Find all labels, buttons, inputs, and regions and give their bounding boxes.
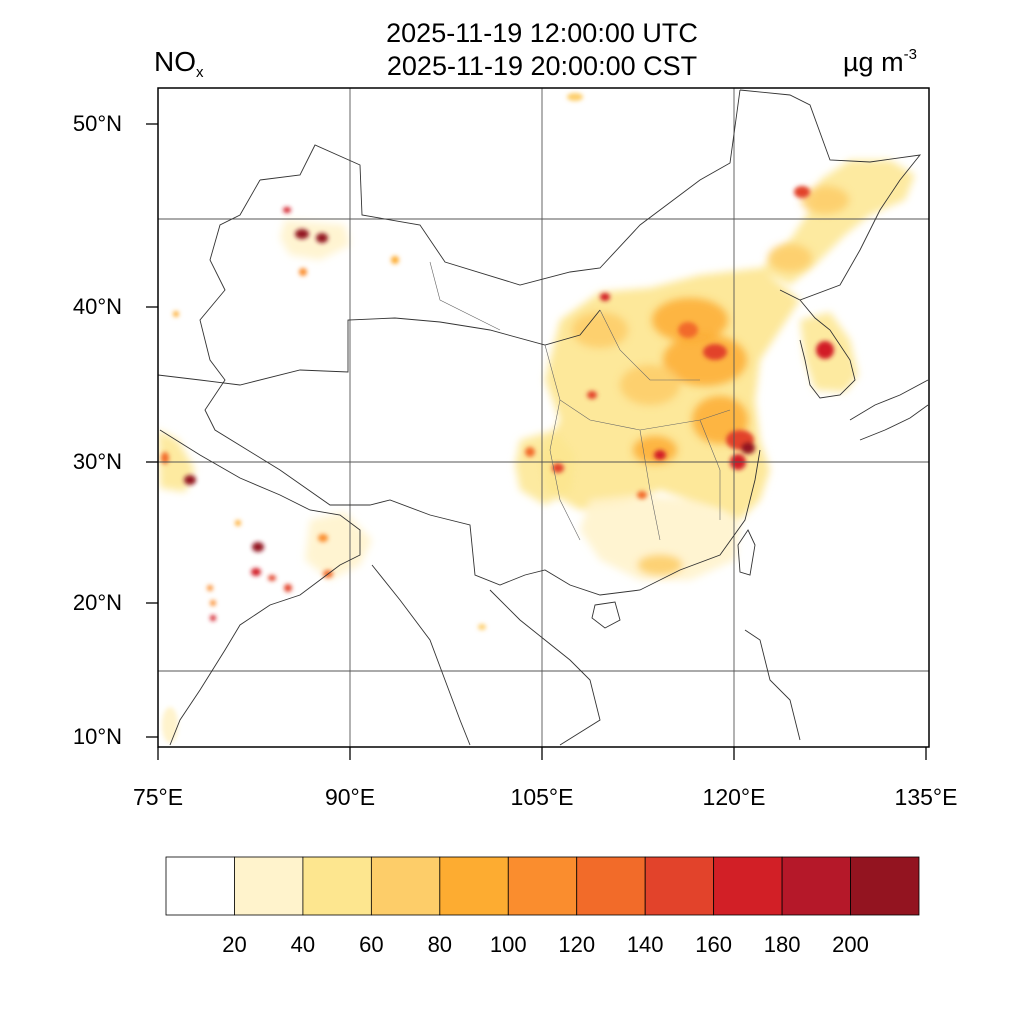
colorbar-level-label: 80 <box>427 932 453 957</box>
hotspot-central-india <box>210 615 216 621</box>
title-cst: 2025-11-19 20:00:00 CST <box>386 51 698 81</box>
units-label: µg m-3 <box>843 46 917 78</box>
lon-label-75e: 75°E <box>132 784 184 810</box>
lon-label-105e: 105°E <box>510 784 574 810</box>
species-sub: x <box>196 64 204 81</box>
hotspot-lucknow <box>252 542 264 552</box>
boundary-india-nepal <box>159 429 361 746</box>
boundary-korea <box>799 299 856 399</box>
colorbar-level-label: 40 <box>290 932 316 957</box>
axis-ticks <box>146 123 927 760</box>
graticule <box>158 88 929 747</box>
hotspot-changchun <box>801 186 849 214</box>
country-boundaries <box>158 89 929 746</box>
title-utc: 2025-11-19 12:00:00 UTC <box>386 18 698 48</box>
boundary-hainan <box>591 601 621 629</box>
boundary-china-northeast <box>739 89 922 301</box>
species-label: NOx <box>154 46 204 81</box>
units-sup: -3 <box>903 46 917 63</box>
lat-label-30n: 30°N <box>72 449 122 474</box>
hotspot-urumqi <box>295 229 309 239</box>
hotspot-hami <box>391 256 399 264</box>
colorbar-level-label: 100 <box>489 932 527 957</box>
boundary-japan <box>849 379 929 441</box>
plume-south-china <box>580 495 740 580</box>
hotspot-pearl-river <box>638 555 682 575</box>
hotspot-wuhan <box>633 436 677 464</box>
hotspot-shanxi <box>572 312 628 348</box>
hotspot-chongqing <box>552 463 564 473</box>
hotspot-shanghai-core <box>741 442 755 454</box>
hotspot-central-india-2 <box>207 585 213 591</box>
boundary-china-west <box>199 179 761 596</box>
lon-label-135e: 135°E <box>894 784 958 810</box>
map-frame <box>157 87 930 748</box>
boundary-southeast-asia <box>371 564 601 746</box>
hotspot-agra <box>235 520 241 526</box>
lat-label-20n: 20°N <box>72 590 122 615</box>
units-main: µg m <box>843 47 904 77</box>
hotspot-henan <box>620 365 680 405</box>
hotspot-harbin <box>794 186 810 198</box>
hotspot-baotou <box>600 293 610 301</box>
boundary-philippines <box>744 629 801 741</box>
hotspot-kolkata-north <box>318 534 328 542</box>
hotspot-chengdu <box>525 447 535 457</box>
lon-label-90e: 90°E <box>324 784 376 810</box>
hotspot-shenyang <box>768 244 812 272</box>
lat-label-40n: 40°N <box>72 294 122 319</box>
hotspot-xian <box>587 391 597 399</box>
colorbar-level-label: 120 <box>558 932 596 957</box>
lon-label-120e: 120°E <box>702 784 766 810</box>
boundary-provinces <box>429 261 731 541</box>
boundary-china-north <box>259 89 741 286</box>
hotspot-shijiazhuang <box>678 322 698 338</box>
hotspot-central-asia <box>173 311 179 317</box>
hotspot-central-india-3 <box>210 600 216 606</box>
hotspot-seoul <box>816 341 834 359</box>
hotspot-mongolia-north <box>567 93 583 101</box>
boundary-central-asia <box>158 309 601 386</box>
colorbar-level-label: 20 <box>222 932 247 957</box>
concentration-field <box>158 160 915 580</box>
lat-label-10n: 10°N <box>72 724 122 749</box>
plume-xinjiang <box>280 220 350 260</box>
colorbar-level-label: 140 <box>626 932 664 957</box>
colorbar-level-label: 60 <box>359 932 384 957</box>
hotspot-shandong <box>663 334 747 386</box>
hotspot-xinjiang-south <box>299 268 307 276</box>
hotspot-jinan <box>703 344 727 360</box>
hotspot-changsha <box>637 491 647 499</box>
lat-label-50n: 50°N <box>72 111 122 136</box>
hotspot-thailand <box>478 624 486 630</box>
hotspot-beijing-area <box>652 298 728 342</box>
plume-south-india <box>162 707 178 743</box>
hotspot-urumqi-east <box>316 233 328 243</box>
hotspot-patna <box>268 575 276 581</box>
hotspot-delhi <box>184 475 196 485</box>
plume-assam <box>305 512 372 580</box>
hotspot-punjab <box>161 452 169 464</box>
colorbar-level-label: 160 <box>695 932 732 957</box>
boundary-taiwan <box>737 529 756 576</box>
hotspot-bihar <box>284 584 292 592</box>
hotspot-wuhan-core <box>654 450 666 460</box>
colorbar-level-label: 200 <box>832 932 869 957</box>
hotspot-xinjiang-north <box>283 207 291 213</box>
species-main: NO <box>154 46 196 77</box>
hotspot-varanasi <box>251 568 261 576</box>
colorbar-level-label: 180 <box>763 932 801 957</box>
